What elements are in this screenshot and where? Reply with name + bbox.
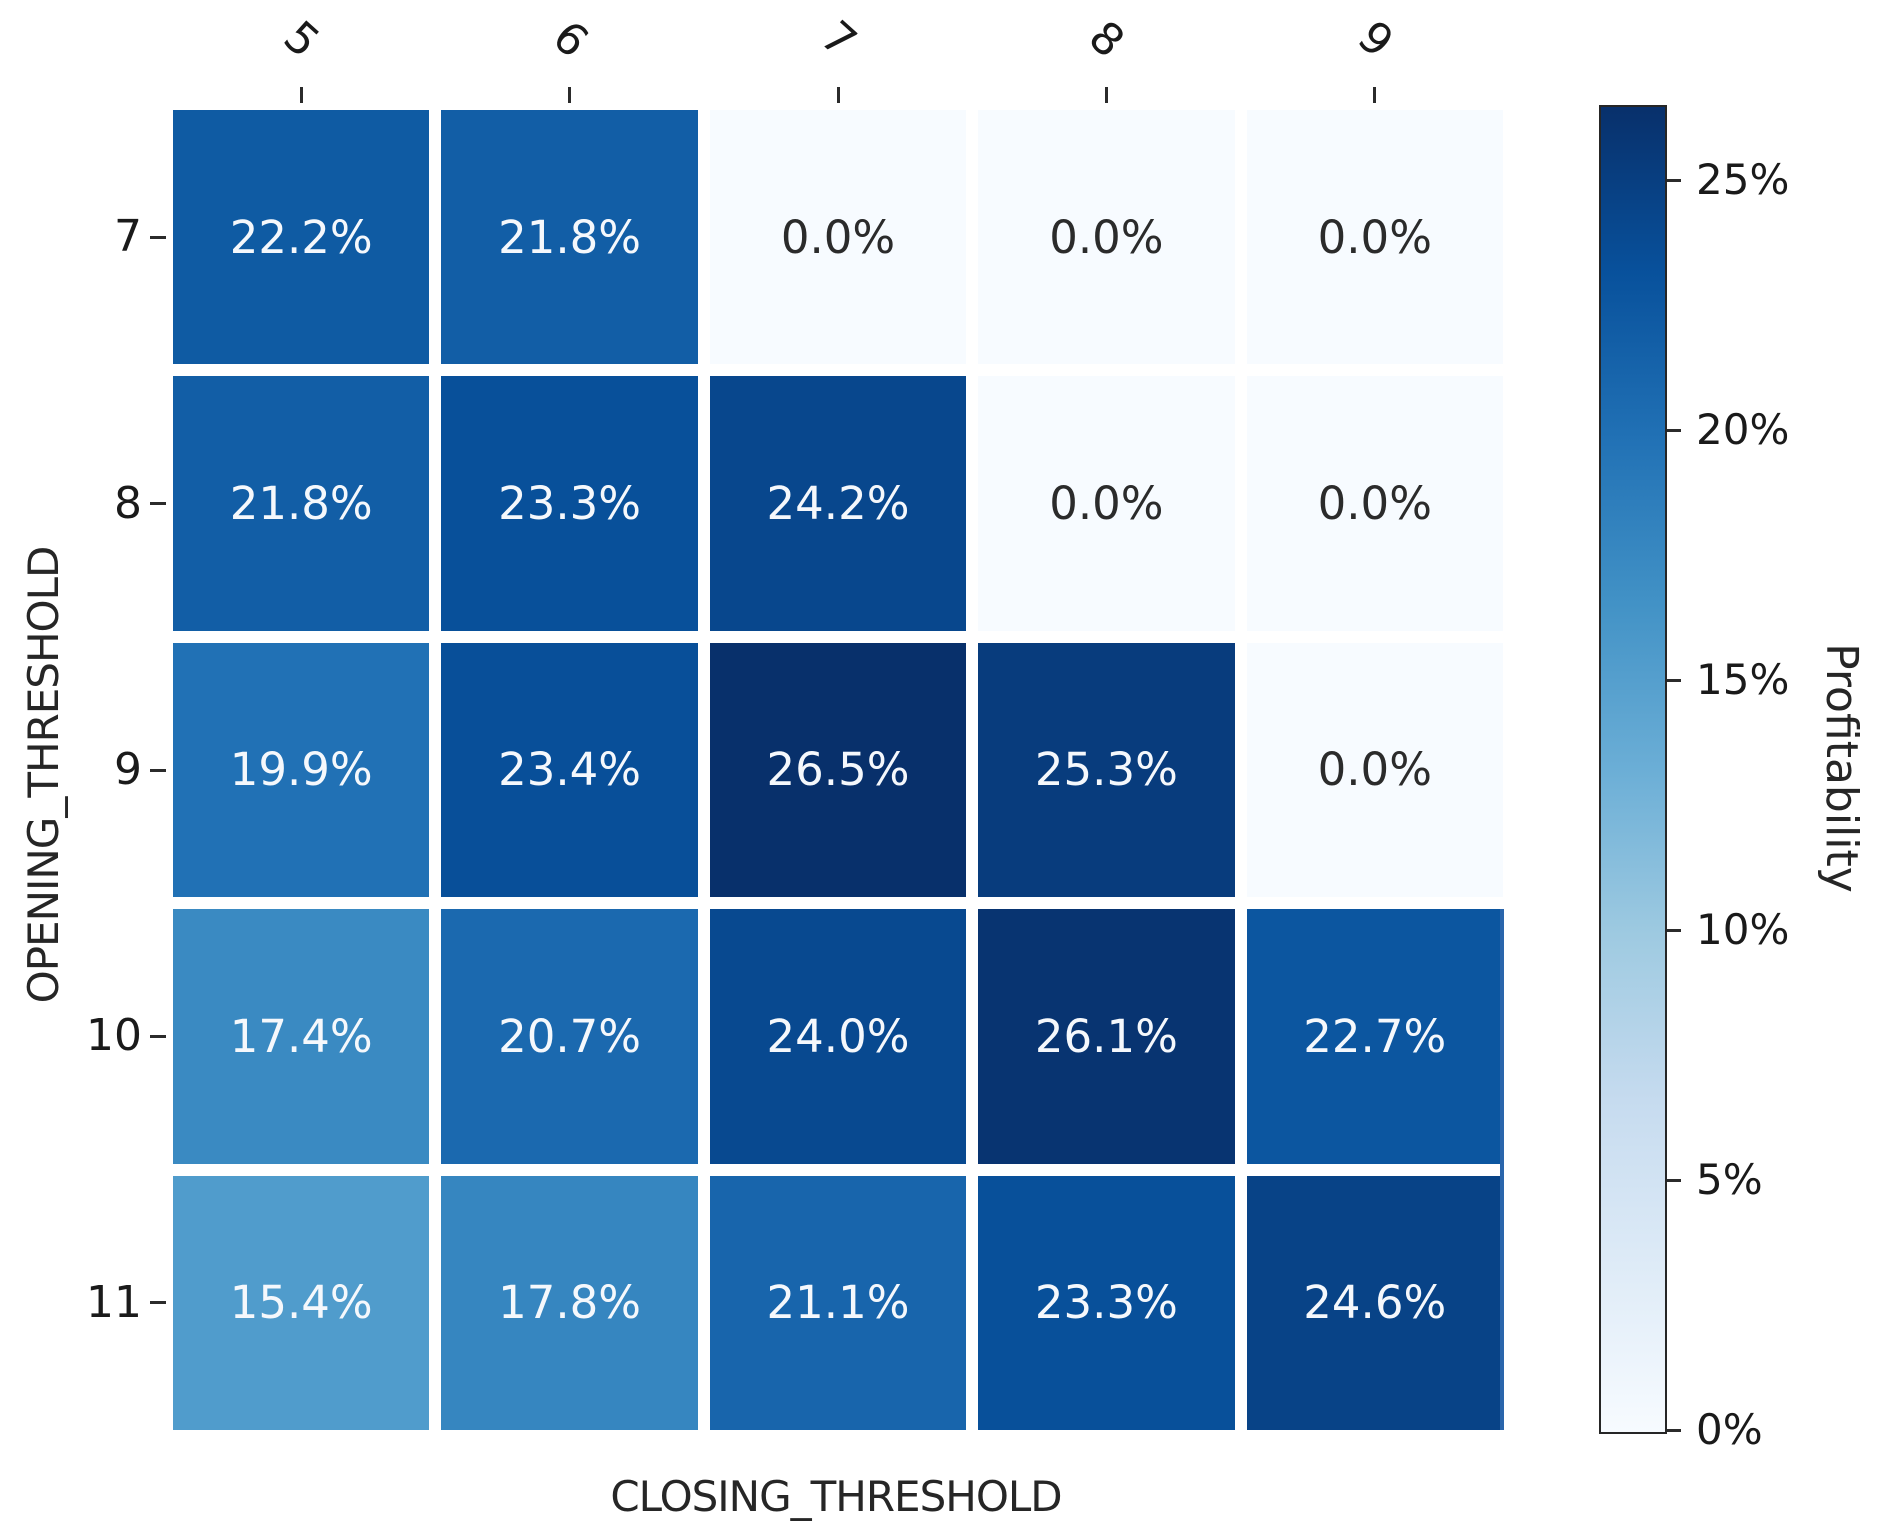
x-tick-label: 6 [542, 11, 598, 68]
heatmap-cell: 17.8% [441, 1175, 698, 1430]
heatmap-cell: 19.9% [173, 642, 430, 898]
x-tick-mark [299, 87, 303, 103]
x-axis-label: CLOSING_THRESHOLD [610, 1472, 1062, 1521]
heatmap-cell: 0.0% [978, 110, 1235, 365]
heatmap-cell: 21.8% [441, 110, 698, 365]
colorbar-tick-label: 10% [1696, 905, 1790, 954]
x-tick-mark [1104, 87, 1108, 103]
cell-value: 24.6% [1303, 1276, 1447, 1330]
x-tick-mark [1373, 87, 1377, 103]
y-tick-label: 8 [114, 477, 142, 529]
cell-value: 24.0% [766, 1009, 910, 1063]
colorbar-tick-label: 0% [1696, 1405, 1763, 1454]
cell-value: 23.3% [1034, 1276, 1178, 1330]
cell-value: 15.4% [229, 1276, 373, 1330]
colorbar-label: Profitability [1816, 643, 1867, 893]
cell-value: 23.3% [498, 477, 642, 531]
heatmap-cell: 24.0% [709, 909, 967, 1164]
right-spine-accent [1500, 909, 1504, 1430]
colorbar-tick-label: 5% [1696, 1155, 1763, 1204]
y-tick-label: 10 [86, 1010, 142, 1062]
cell-value: 19.9% [229, 743, 373, 797]
colorbar-gradient [1601, 107, 1665, 1432]
heatmap-cell: 22.7% [1246, 909, 1503, 1164]
cell-value: 0.0% [1317, 210, 1432, 264]
x-tick-label: 9 [1347, 11, 1403, 68]
heatmap-cell: 0.0% [1246, 376, 1503, 631]
heatmap-cell: 25.3% [978, 642, 1235, 898]
heatmap-cell: 0.0% [978, 376, 1235, 631]
heatmap-cell: 23.3% [978, 1175, 1235, 1430]
cell-value: 21.8% [498, 210, 642, 264]
x-tick-mark [568, 87, 572, 103]
cell-value: 20.7% [498, 1009, 642, 1063]
y-tick-mark [150, 1034, 166, 1038]
heatmap-cell: 26.1% [978, 909, 1235, 1164]
heatmap-cell: 24.6% [1246, 1175, 1503, 1430]
colorbar-tick-mark [1667, 178, 1681, 182]
cell-value: 0.0% [1317, 477, 1432, 531]
colorbar-tick-mark [1667, 1178, 1681, 1182]
heatmap-cell: 23.3% [441, 376, 698, 631]
y-tick-mark [150, 502, 166, 506]
cell-value: 22.7% [1303, 1009, 1447, 1063]
heatmap-cell: 0.0% [709, 110, 967, 365]
y-tick-label: 11 [86, 1276, 142, 1328]
colorbar-tick-label: 15% [1696, 655, 1790, 704]
x-tick-label: 8 [1079, 11, 1135, 68]
colorbar-tick-mark [1667, 928, 1681, 932]
y-tick-mark [150, 1301, 166, 1305]
heatmap-cell: 23.4% [441, 642, 698, 898]
cell-value: 26.1% [1034, 1009, 1178, 1063]
heatmap-cell: 20.7% [441, 909, 698, 1164]
y-tick-label: 7 [114, 211, 142, 263]
cell-value: 17.8% [498, 1276, 642, 1330]
cell-value: 21.8% [229, 477, 373, 531]
cell-value: 0.0% [780, 210, 896, 264]
colorbar-tick-mark [1667, 428, 1681, 432]
heatmap-cell: 21.8% [173, 376, 430, 631]
y-tick-mark [150, 235, 166, 239]
heatmap-cell: 0.0% [1246, 110, 1503, 365]
cell-value: 0.0% [1317, 743, 1432, 797]
heatmap-cell: 17.4% [173, 909, 430, 1164]
colorbar-tick-label: 20% [1696, 405, 1790, 454]
colorbar-tick-label: 25% [1696, 155, 1790, 204]
cell-value: 22.2% [229, 210, 373, 264]
cell-value: 26.5% [766, 743, 910, 797]
x-tick-label: 5 [274, 11, 329, 68]
heatmap-grid: 22.2% 21.8% 0.0% 0.0% 0.0% 21.8% 23.3% 24.2% 0.0… [173, 110, 1503, 1430]
heatmap-cell: 0.0% [1246, 642, 1503, 898]
y-tick-mark [150, 768, 166, 772]
colorbar [1599, 105, 1667, 1434]
cell-value: 23.4% [498, 743, 642, 797]
cell-value: 0.0% [1049, 210, 1164, 264]
colorbar-tick-mark [1667, 678, 1681, 682]
colorbar-tick-mark [1667, 1428, 1681, 1432]
heatmap-cell: 24.2% [709, 376, 967, 631]
cell-value: 21.1% [766, 1276, 910, 1330]
x-tick-label: 7 [810, 11, 866, 68]
x-tick-mark [836, 87, 840, 103]
heatmap-cell: 15.4% [173, 1175, 430, 1430]
cell-value: 17.4% [229, 1009, 373, 1063]
heatmap-cell: 22.2% [173, 110, 430, 365]
cell-value: 24.2% [766, 477, 910, 531]
cell-value: 25.3% [1034, 743, 1178, 797]
heatmap-cell: 21.1% [709, 1175, 967, 1430]
cell-value: 0.0% [1049, 477, 1164, 531]
y-tick-label: 9 [114, 744, 142, 795]
heatmap-cell: 26.5% [709, 642, 967, 898]
